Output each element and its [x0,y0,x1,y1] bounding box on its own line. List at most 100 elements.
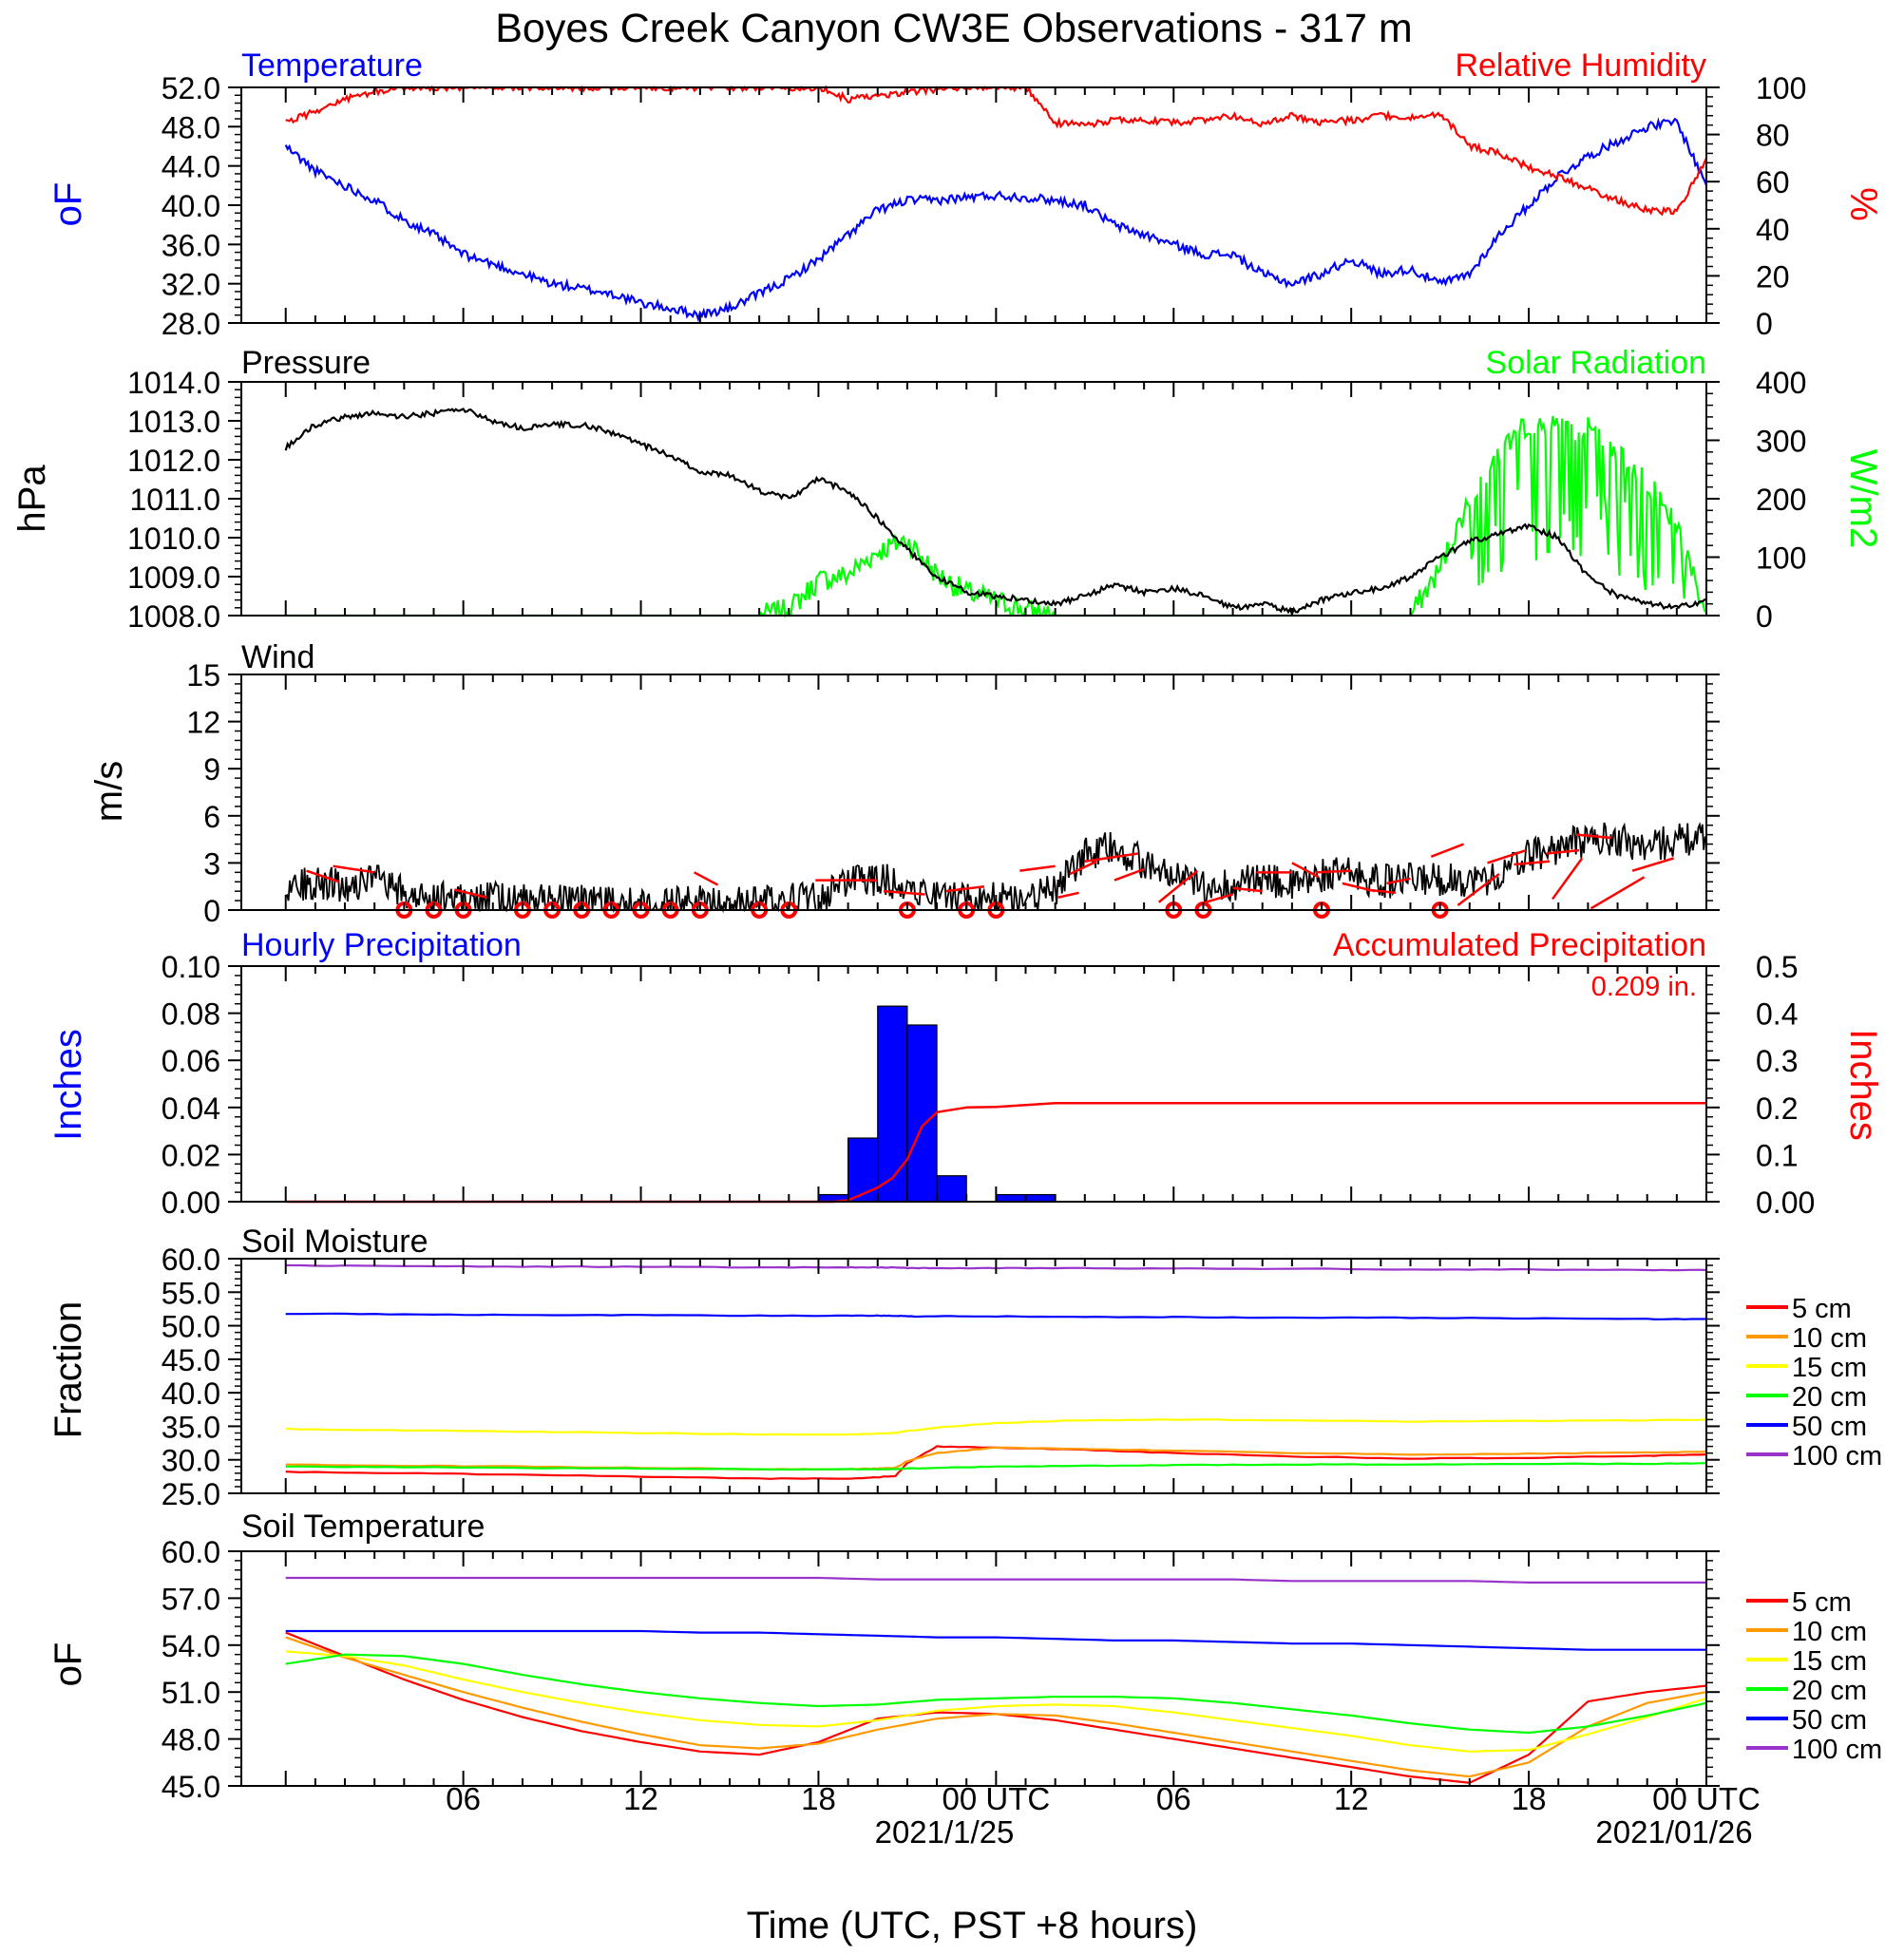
right-tick-label: 0.3 [1756,1044,1798,1078]
wind-barb [1084,852,1139,863]
y-tick-label: 54.0 [162,1629,220,1663]
y-tick-label: 36.0 [162,228,220,262]
soil-series-line [285,1462,1707,1471]
y-tick-label: 45.0 [162,1770,220,1804]
accum-precip-title: Accumulated Precipitation [1333,927,1706,963]
soil-series-line [285,1650,1707,1753]
y-tick-label: 50.0 [162,1310,220,1344]
x-tick-label: 00 UTC [942,1781,1051,1816]
soil-moisture-units-label: Fraction [48,1301,89,1439]
panel-temperature-humidity: 52.0 48.0 44.0 40.0 36.0 32.0 28.0 100 80 60 40 20 0… [48,47,1884,341]
soil-temperature-title: Soil Temperature [241,1509,485,1545]
wind-barb [1019,864,1056,872]
wind-axes: 15 12 9 6 3 0 [186,658,1720,928]
time-axis-tick-labels: 06 12 18 00 UTC 06 12 18 00 UTC [446,1781,1761,1816]
x-tick-label: 12 [623,1781,658,1816]
panel-soil-temperature: 60.0 57.0 54.0 51.0 48.0 45.0 Soil Temperatur… [48,1509,1882,1804]
right-tick-label: 0.5 [1756,950,1798,984]
wind-barb [1232,886,1263,893]
y-tick-label: 0.04 [162,1091,220,1126]
legend-label: 15 cm [1792,1353,1867,1383]
right-tick-label: 200 [1756,483,1806,517]
y-tick-label: 1012.0 [127,444,220,478]
right-tick-label: 0 [1756,307,1773,341]
accum-total-annotation: 0.209 in. [1591,972,1697,1002]
y-tick-label: 9 [203,752,220,787]
hourly-precip-bar [877,1005,908,1203]
x-axis-title: Time (UTC, PST +8 hours) [747,1905,1198,1946]
legend-label: 20 cm [1792,1382,1867,1413]
panel-pressure-solar: 1014.0 1013.0 1012.0 1011.0 1010.0 1009.0 1008… [11,345,1884,634]
wind-barb [1069,860,1097,876]
pressure-title: Pressure [241,345,371,381]
precipitation-series-layer [285,1005,1706,1204]
legend-label: 50 cm [1792,1412,1867,1442]
y-tick-label: 3 [203,846,220,881]
wind-barb [1430,843,1465,858]
date-label-day1: 2021/1/25 [875,1814,1015,1850]
wind-barb [1551,857,1584,901]
right-tick-label: 100 [1756,541,1806,576]
right-tick-label: 80 [1756,119,1790,153]
pressure-units-label: hPa [11,465,53,533]
legend-label: 5 cm [1792,1587,1852,1618]
legend-label: 50 cm [1792,1705,1867,1736]
temperature-humidity-axes: 52.0 48.0 44.0 40.0 36.0 32.0 28.0 100 80 60 40 20 0 [162,71,1807,341]
soil-series-line [285,1636,1707,1778]
right-tick-label: 40 [1756,213,1790,247]
temperature-title: Temperature [241,47,423,84]
date-label-day2: 2021/01/26 [1595,1814,1752,1850]
x-tick-label: 18 [801,1781,836,1816]
hourly-precip-bar [936,1175,967,1203]
y-tick-label: 32.0 [162,268,220,302]
figure-title: Boyes Creek Canyon CW3E Observations - 3… [495,6,1413,51]
wind-barb [306,869,340,883]
right-tick-label: 20 [1756,259,1790,294]
plot-frame [240,1258,1707,1494]
wind-barb [1546,848,1580,855]
y-tick-label: 1010.0 [127,522,220,556]
right-tick-label: 0.1 [1756,1138,1798,1172]
wind-barb [1590,876,1646,910]
accumulated-precip-line [285,1102,1706,1204]
wind-barb [1457,872,1500,907]
wind-barb [1157,869,1198,903]
y-tick-label: 1011.0 [130,483,221,517]
panel-precipitation: 0.10 0.08 0.06 0.04 0.02 0.00 0.5 0.4 0.3 0.2 0.1 0… [48,927,1884,1220]
y-tick-label: 35.0 [162,1410,220,1444]
pressure-solar-axes: 1014.0 1013.0 1012.0 1011.0 1010.0 1009.0 1008… [127,366,1806,634]
wind-title: Wind [241,639,314,675]
y-tick-label: 40.0 [162,1376,220,1411]
wind-barb [1315,869,1352,874]
panel-soil-moisture: 60.055.050.045.040.035.030.025.0 Soil Mo… [48,1224,1882,1511]
right-tick-label: 0.00 [1756,1186,1815,1220]
soil-series-line [285,1629,1706,1651]
y-tick-label: 0.10 [162,950,220,984]
x-tick-label: 18 [1512,1781,1547,1816]
wind-barb [883,889,925,896]
wind-barb [333,864,375,874]
y-tick-label: 1014.0 [127,366,220,400]
precipitation-axes: 0.10 0.08 0.06 0.04 0.02 0.00 0.5 0.4 0.3 0.2 0.1 0… [162,950,1816,1220]
hourly-precip-bar [906,1024,938,1203]
plot-frame [240,1550,1707,1787]
solar-title: Solar Radiation [1486,345,1706,381]
y-tick-label: 51.0 [162,1676,220,1710]
soil-series-line [285,1263,1707,1272]
right-tick-label: 300 [1756,425,1806,459]
y-tick-label: 48.0 [162,1723,220,1757]
legend-label: 15 cm [1792,1646,1867,1677]
y-tick-label: 28.0 [162,307,220,341]
wind-barb [1386,877,1411,885]
plot-frame [240,674,1707,911]
y-tick-label: 25.0 [162,1477,220,1511]
y-tick-label: 44.0 [162,150,220,184]
wind-barb [1631,857,1675,872]
y-tick-label: 55.0 [162,1276,220,1310]
wind-barb [1114,867,1145,882]
soil-moisture-title: Soil Moisture [241,1224,428,1260]
y-tick-label: 0.06 [162,1044,220,1078]
